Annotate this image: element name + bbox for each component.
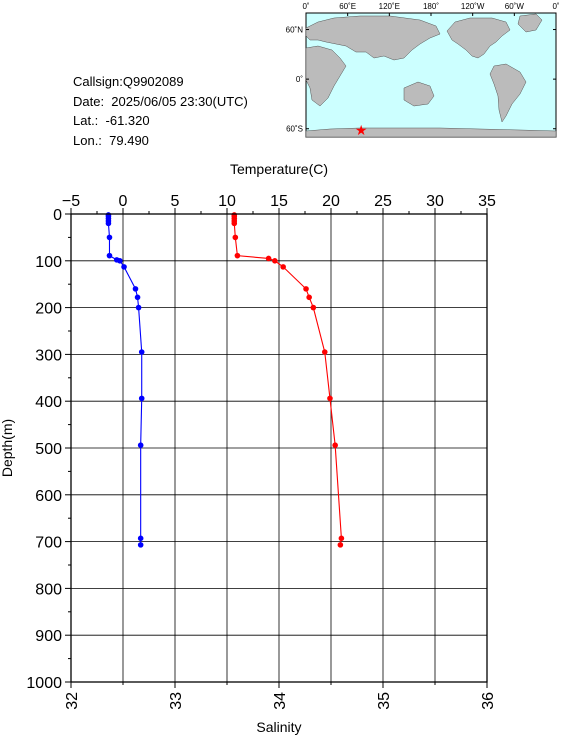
salinity-data-point xyxy=(132,286,139,292)
temperature-data-point xyxy=(310,304,317,311)
map-lon-label: 60˚W xyxy=(505,2,525,11)
depth-tick-label: 900 xyxy=(35,628,62,645)
temperature-tick-label: 20 xyxy=(322,193,340,210)
land-greenland xyxy=(517,13,543,33)
depth-tick-label: 400 xyxy=(35,394,62,411)
temperature-data-point xyxy=(306,294,312,301)
map-lon-label: 60˚E xyxy=(339,2,356,11)
temperature-data-point xyxy=(234,252,241,259)
salinity-data-point xyxy=(137,442,144,448)
salinity-tick-label: 36 xyxy=(480,692,497,710)
map-lon-label: 120˚E xyxy=(379,2,400,11)
temperature-axis-title: Temperature(C) xyxy=(230,161,328,177)
temperature-tick-label: −5 xyxy=(62,193,80,210)
temperature-tick-label: 10 xyxy=(218,193,236,210)
temperature-data-point xyxy=(280,264,286,270)
map-lon-label: 0˚ xyxy=(552,2,559,11)
salinity-tick-label: 33 xyxy=(168,692,185,710)
station-info: Callsign:Q9902089 Date: 2025/06/05 23:30… xyxy=(73,72,248,150)
salinity-data-point xyxy=(138,349,145,355)
depth-tick-label: 1000 xyxy=(26,675,62,692)
land-australia xyxy=(403,81,435,107)
salinity-data-point xyxy=(137,542,144,548)
temperature-data-point xyxy=(327,395,333,402)
temperature-data-point xyxy=(232,234,239,241)
temperature-tick-label: 5 xyxy=(171,193,180,210)
map-lat-label: 60˚S xyxy=(286,125,303,134)
temperature-data-point xyxy=(231,220,238,227)
map-lat-label: 0˚ xyxy=(296,75,303,84)
salinity-data-point xyxy=(135,304,142,311)
depth-tick-label: 100 xyxy=(35,254,62,271)
salinity-data-point xyxy=(106,234,113,241)
map-lon-label: 0˚ xyxy=(302,2,309,11)
salinity-data-point xyxy=(121,264,127,270)
land-south-america xyxy=(489,63,527,123)
land-north-america xyxy=(446,17,511,59)
map-lon-label: 120˚W xyxy=(461,2,485,11)
land-africa xyxy=(305,45,347,107)
temperature-tick-label: 15 xyxy=(270,193,288,210)
salinity-data-point xyxy=(106,252,113,259)
salinity-data-point xyxy=(138,395,145,402)
temperature-series-line xyxy=(233,214,342,545)
map-lon-label: 180˚ xyxy=(423,2,439,11)
salinity-data-point xyxy=(137,535,144,542)
salinity-data-point xyxy=(134,294,141,301)
temperature-tick-label: 35 xyxy=(478,193,496,210)
depth-tick-label: 200 xyxy=(35,301,62,318)
temperature-tick-label: 25 xyxy=(374,193,392,210)
depth-tick-label: 800 xyxy=(35,581,62,598)
depth-tick-label: 500 xyxy=(35,441,62,458)
temperature-data-point xyxy=(321,349,328,355)
temperature-tick-label: 0 xyxy=(119,193,128,210)
land-antarctica xyxy=(305,127,557,138)
temperature-data-point xyxy=(265,255,272,262)
salinity-tick-label: 32 xyxy=(64,692,81,710)
salinity-axis-title: Salinity xyxy=(256,719,301,735)
map-lat-label: 60˚N xyxy=(286,26,304,35)
depth-axis-title: Depth(m) xyxy=(0,419,15,477)
salinity-tick-label: 35 xyxy=(376,692,393,710)
salinity-data-point xyxy=(117,258,123,264)
latitude-text: Lat.: -61.320 xyxy=(73,113,150,128)
temperature-data-point xyxy=(272,258,278,264)
salinity-tick-label: 34 xyxy=(272,692,289,710)
depth-tick-label: 300 xyxy=(35,347,62,364)
salinity-data-point xyxy=(105,220,112,227)
land-eurasia xyxy=(305,15,441,61)
temperature-data-point xyxy=(338,535,345,542)
longitude-text: Lon.: 79.490 xyxy=(73,132,149,148)
temperature-data-point xyxy=(303,286,309,292)
depth-tick-label: 600 xyxy=(35,488,62,505)
depth-tick-label: 700 xyxy=(35,535,62,552)
map-land xyxy=(305,13,557,138)
station-marker-icon: ★ xyxy=(355,123,368,139)
temperature-data-point xyxy=(332,442,338,448)
depth-tick-label: 0 xyxy=(53,207,62,224)
callsign-text: Callsign:Q9902089 xyxy=(73,74,184,89)
temperature-data-point xyxy=(337,542,344,548)
temperature-tick-label: 30 xyxy=(426,193,444,210)
date-text: Date: 2025/06/05 23:30(UTC) xyxy=(73,93,248,109)
